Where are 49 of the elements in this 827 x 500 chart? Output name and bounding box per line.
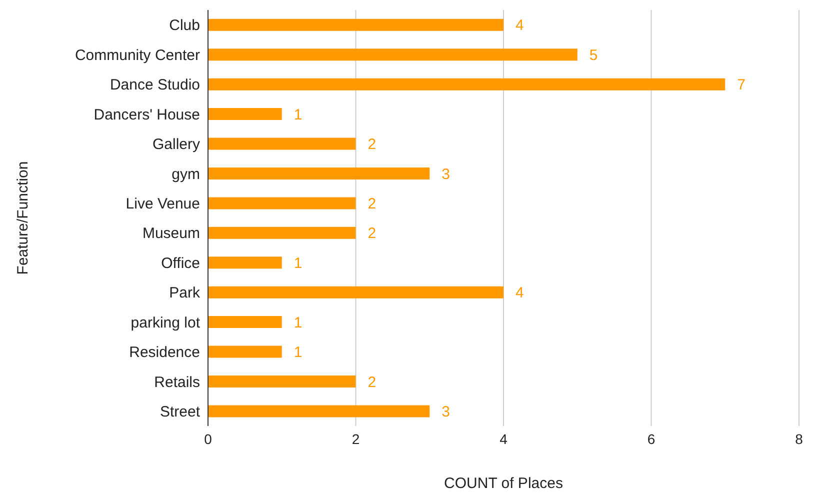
bar	[208, 197, 356, 210]
bar	[208, 18, 504, 31]
data-label: 5	[589, 46, 598, 64]
data-label: 7	[737, 76, 746, 94]
x-tick-label: 8	[795, 430, 804, 447]
bar	[208, 138, 356, 150]
bar	[208, 167, 430, 180]
bar	[208, 108, 282, 120]
data-label: 2	[368, 225, 376, 242]
x-tick-label: 4	[500, 430, 508, 447]
data-label: 1	[294, 344, 302, 362]
y-tick-label: gym	[172, 166, 200, 183]
bar	[208, 226, 356, 239]
y-tick-label: Museum	[142, 225, 200, 242]
x-axis-title: COUNT of Places	[444, 475, 563, 492]
x-tick-label: 6	[647, 430, 656, 447]
y-tick-label: Office	[161, 254, 200, 272]
data-label: 2	[368, 374, 376, 391]
data-label: 1	[294, 254, 302, 272]
x-tick-label: 2	[352, 430, 360, 447]
data-label: 1	[294, 106, 302, 124]
y-tick-label: Gallery	[152, 136, 200, 154]
data-label: 4	[516, 284, 524, 302]
data-label: 1	[294, 314, 302, 332]
x-tick-label: 0	[204, 430, 212, 447]
bar	[208, 256, 282, 269]
bar	[208, 375, 356, 388]
data-label: 4	[516, 17, 524, 34]
data-label: 2	[368, 196, 376, 213]
y-tick-label: Street	[160, 403, 201, 420]
bar	[208, 405, 430, 418]
y-tick-label: Live Venue	[126, 195, 200, 212]
data-label: 3	[442, 166, 450, 183]
bar	[208, 286, 504, 298]
bar	[208, 316, 282, 328]
y-axis-title: Feature/Function	[14, 161, 32, 275]
y-tick-label: Retails	[154, 374, 200, 391]
data-label: 3	[442, 404, 450, 421]
data-label: 2	[368, 136, 376, 154]
bar	[208, 346, 282, 358]
bar	[208, 78, 726, 90]
y-tick-label: parking lot	[130, 314, 201, 332]
y-tick-label: Club	[169, 17, 200, 34]
y-tick-label: Dance Studio	[110, 76, 200, 94]
bar	[208, 48, 578, 61]
y-tick-label: Park	[169, 284, 200, 302]
y-tick-label: Residence	[129, 344, 200, 362]
y-tick-label: Community Center	[74, 46, 200, 64]
y-tick-label: Dancers' House	[94, 106, 200, 124]
